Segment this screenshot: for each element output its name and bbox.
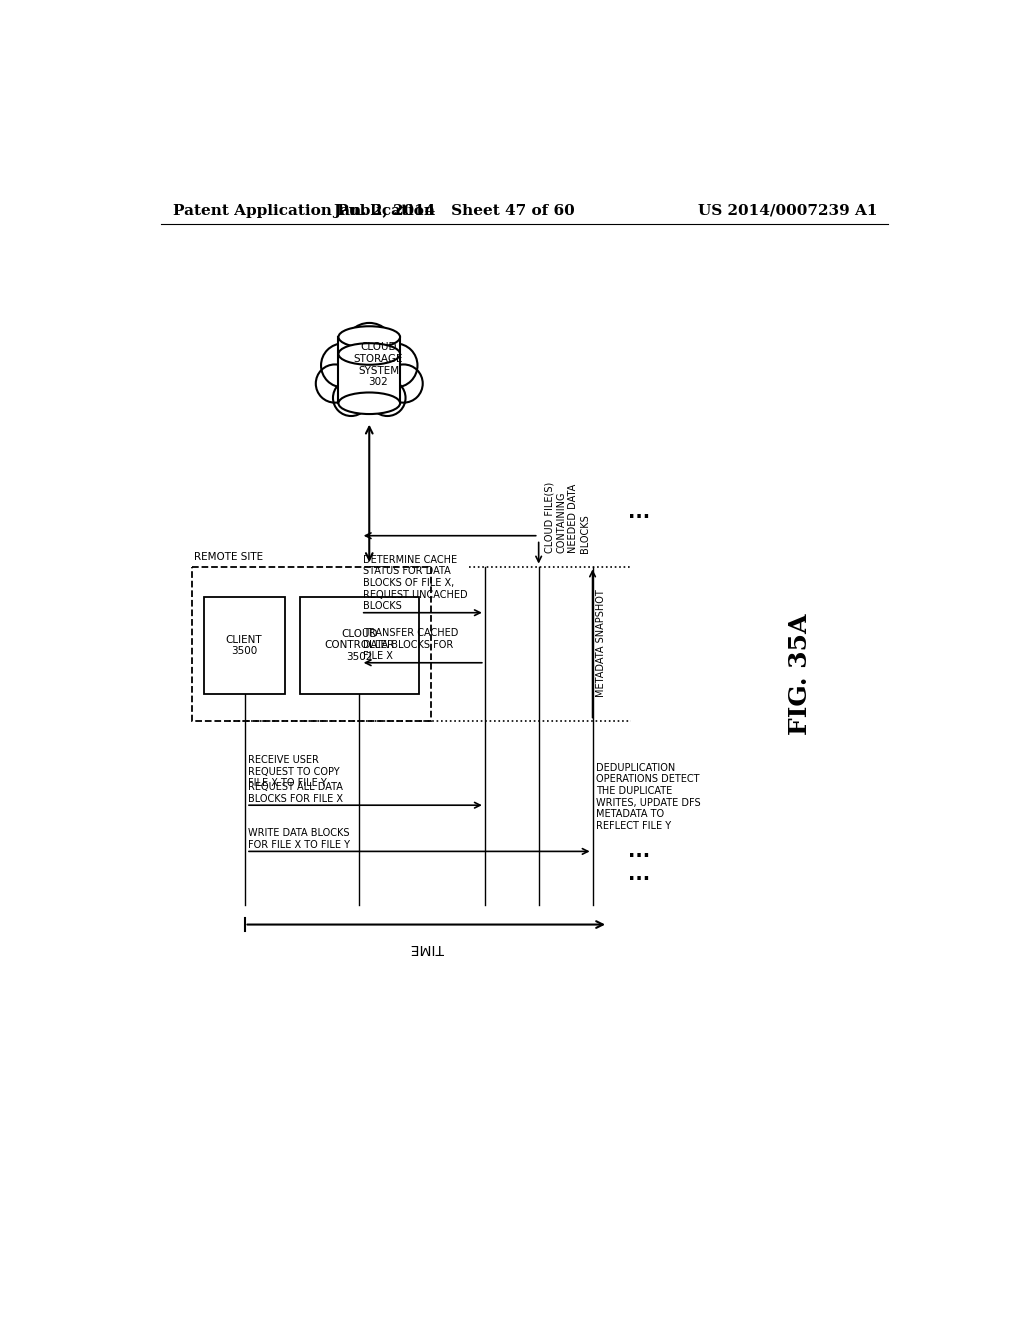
Text: METADATA SNAPSHOT: METADATA SNAPSHOT bbox=[596, 590, 606, 697]
Ellipse shape bbox=[339, 343, 400, 364]
Ellipse shape bbox=[339, 326, 400, 348]
Text: CLOUD
STORAGE
SYSTEM
302: CLOUD STORAGE SYSTEM 302 bbox=[353, 342, 403, 387]
Circle shape bbox=[370, 380, 406, 416]
Circle shape bbox=[349, 368, 389, 408]
Text: WRITE DATA BLOCKS
FOR FILE X TO FILE Y: WRITE DATA BLOCKS FOR FILE X TO FILE Y bbox=[249, 828, 350, 850]
Text: CLOUD FILE(S)
CONTAINING
NEEDED DATA
BLOCKS: CLOUD FILE(S) CONTAINING NEEDED DATA BLO… bbox=[545, 482, 590, 553]
Text: TRANSFER CACHED
DATA BLOCKS FOR
FILE X: TRANSFER CACHED DATA BLOCKS FOR FILE X bbox=[364, 628, 459, 661]
Text: ...: ... bbox=[628, 842, 650, 861]
Text: RECEIVE USER
REQUEST TO COPY
FILE X TO FILE Y: RECEIVE USER REQUEST TO COPY FILE X TO F… bbox=[249, 755, 340, 788]
Text: REMOTE SITE: REMOTE SITE bbox=[194, 552, 263, 562]
Text: US 2014/0007239 A1: US 2014/0007239 A1 bbox=[698, 203, 878, 218]
Circle shape bbox=[322, 343, 365, 387]
Polygon shape bbox=[204, 597, 285, 693]
Text: DETERMINE CACHE
STATUS FOR DATA
BLOCKS OF FILE X,
REQUEST UNCACHED
BLOCKS: DETERMINE CACHE STATUS FOR DATA BLOCKS O… bbox=[364, 554, 468, 611]
Circle shape bbox=[385, 364, 423, 403]
Text: CLIENT
3500: CLIENT 3500 bbox=[226, 635, 262, 656]
Text: Jan. 2, 2014   Sheet 47 of 60: Jan. 2, 2014 Sheet 47 of 60 bbox=[333, 203, 574, 218]
Polygon shape bbox=[339, 337, 400, 404]
Ellipse shape bbox=[339, 392, 400, 414]
Text: ...: ... bbox=[628, 503, 650, 523]
Circle shape bbox=[333, 380, 370, 416]
Text: TIME: TIME bbox=[411, 941, 443, 956]
Text: Patent Application Publication: Patent Application Publication bbox=[173, 203, 435, 218]
Circle shape bbox=[315, 364, 354, 403]
Circle shape bbox=[374, 343, 418, 387]
Circle shape bbox=[344, 323, 394, 372]
Text: REQUEST ALL DATA
BLOCKS FOR FILE X: REQUEST ALL DATA BLOCKS FOR FILE X bbox=[249, 781, 343, 804]
Text: CLOUD
CONTROLLER
3502: CLOUD CONTROLLER 3502 bbox=[325, 628, 394, 663]
Text: DEDUPLICATION
OPERATIONS DETECT
THE DUPLICATE
WRITES, UPDATE DFS
METADATA TO
REF: DEDUPLICATION OPERATIONS DETECT THE DUPL… bbox=[596, 763, 701, 830]
Polygon shape bbox=[300, 597, 419, 693]
Text: ...: ... bbox=[628, 865, 650, 884]
Text: FIG. 35A: FIG. 35A bbox=[788, 614, 812, 735]
